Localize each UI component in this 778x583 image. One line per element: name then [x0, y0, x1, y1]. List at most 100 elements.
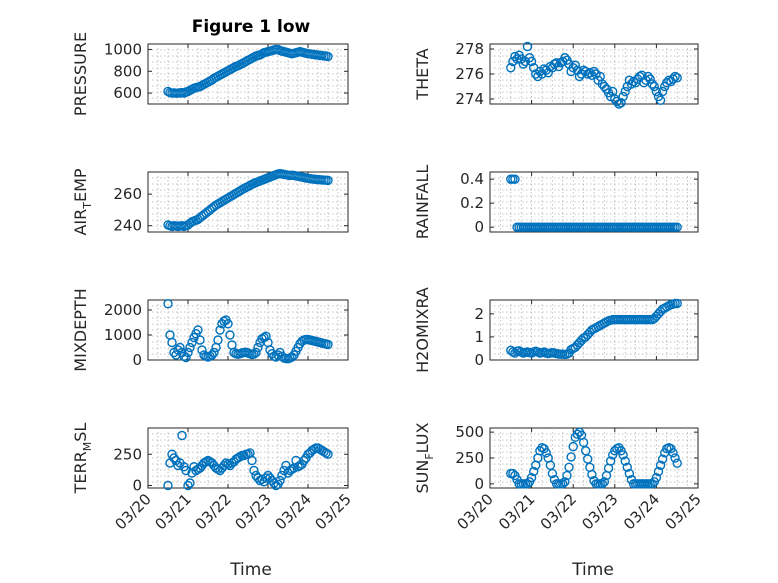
y-axis-label: AIRTEMP: [71, 168, 94, 235]
data-point: [626, 79, 637, 89]
data-point: [323, 51, 333, 62]
data-point: [655, 95, 666, 105]
data-point: [672, 73, 682, 83]
y-tick-label: 800: [113, 62, 142, 80]
y-tick-label: 0: [132, 477, 142, 495]
data-point: [249, 465, 259, 476]
data-point: [587, 469, 597, 480]
data-point: [508, 468, 518, 479]
data-point: [620, 456, 630, 466]
data-point: [277, 470, 287, 481]
mixdepth-panel: 0 1000 2000 MIXDEPTH: [71, 288, 349, 372]
x-tick-label: 03/20: [454, 490, 497, 533]
data-point: [657, 86, 668, 97]
data-point: [653, 466, 664, 477]
data-point: [185, 342, 195, 353]
data-point: [585, 68, 595, 78]
x-tick-label: 03/25: [312, 490, 355, 533]
data-point: [541, 448, 551, 458]
y-tick-label: 1: [474, 328, 484, 346]
data-point: [649, 81, 660, 92]
x-tick-label: 03/23: [232, 490, 275, 533]
pressure-panel: 600 800 1000 PRESSURE: [71, 32, 349, 116]
data-point: [570, 60, 580, 70]
data-point: [183, 480, 193, 491]
h2omixra-panel: 0 1 2 H2OMIXRA: [413, 287, 699, 373]
data-point: [518, 59, 528, 69]
data-point: [193, 325, 203, 335]
data-point: [578, 437, 589, 448]
data-point: [528, 466, 539, 477]
data-point: [181, 465, 191, 476]
data-point: [672, 458, 682, 468]
y-tick-label: 0.2: [460, 194, 484, 212]
data-point: [564, 462, 574, 473]
data-point: [647, 79, 657, 89]
data-point: [572, 429, 583, 439]
x-tick-label: 03/22: [192, 490, 235, 533]
data-point: [574, 71, 585, 82]
data-point: [506, 63, 516, 73]
y-tick-label: 274: [455, 90, 484, 108]
data-point: [643, 71, 653, 82]
data-point: [670, 71, 680, 82]
y-tick-label: 2: [474, 305, 484, 323]
data-point: [185, 478, 195, 488]
y-tick-label: 276: [455, 65, 484, 83]
data-point: [589, 66, 599, 77]
data-point: [251, 347, 261, 358]
y-tick-label: 278: [455, 40, 484, 58]
data-point: [670, 453, 680, 463]
data-point: [177, 430, 187, 441]
data-point: [275, 475, 285, 486]
data-point: [545, 460, 556, 470]
y-axis-label: H2OMIXRA: [413, 287, 432, 373]
data-point: [645, 74, 655, 84]
data-point: [647, 479, 657, 489]
data-point: [605, 456, 616, 466]
data-point: [201, 457, 211, 467]
x-tick-label: 03/25: [662, 490, 705, 533]
data-point: [323, 449, 333, 459]
data-point: [253, 342, 263, 353]
data-point: [624, 468, 635, 479]
data-point: [163, 480, 173, 491]
data-point: [215, 325, 225, 335]
data-point: [672, 222, 682, 232]
data-point: [255, 475, 265, 486]
data-point: [651, 472, 662, 483]
data-point: [583, 454, 593, 464]
data-point: [522, 479, 533, 489]
rainfall-panel: 0 0.2 0.4 RAINFALL: [413, 165, 699, 239]
data-point: [219, 460, 229, 471]
x-tick-label: 03/22: [537, 490, 580, 533]
y-tick-label: 2000: [104, 301, 142, 319]
data-point: [261, 473, 271, 483]
data-point: [175, 342, 185, 353]
data-point: [547, 468, 558, 479]
y-tick-label: 260: [113, 185, 142, 203]
data-point: [668, 448, 678, 458]
data-point: [612, 96, 622, 107]
y-tick-label: 0: [474, 218, 484, 236]
y-tick-label: 0: [474, 351, 484, 369]
data-point: [225, 330, 235, 340]
data-point: [566, 452, 576, 462]
y-axis-label: THETA: [413, 48, 432, 100]
y-tick-label: 250: [113, 445, 142, 463]
sun-flux-panel: 0 250 500 SUNFLUX 03/2003/2103/2203/2303/240…: [413, 422, 705, 533]
data-point: [167, 337, 177, 348]
x-axis-label-right: Time: [571, 560, 614, 580]
x-tick-label: 03/21: [152, 490, 195, 533]
y-tick-label: 1000: [104, 40, 142, 58]
data-point: [657, 454, 668, 464]
data-point: [560, 53, 570, 63]
data-point: [651, 86, 662, 97]
data-point: [247, 455, 257, 466]
data-point: [620, 86, 630, 97]
x-tick-label: 03/23: [578, 490, 621, 533]
data-point: [235, 452, 245, 462]
data-point: [618, 450, 628, 460]
data-point: [321, 448, 331, 458]
data-point: [558, 479, 568, 489]
